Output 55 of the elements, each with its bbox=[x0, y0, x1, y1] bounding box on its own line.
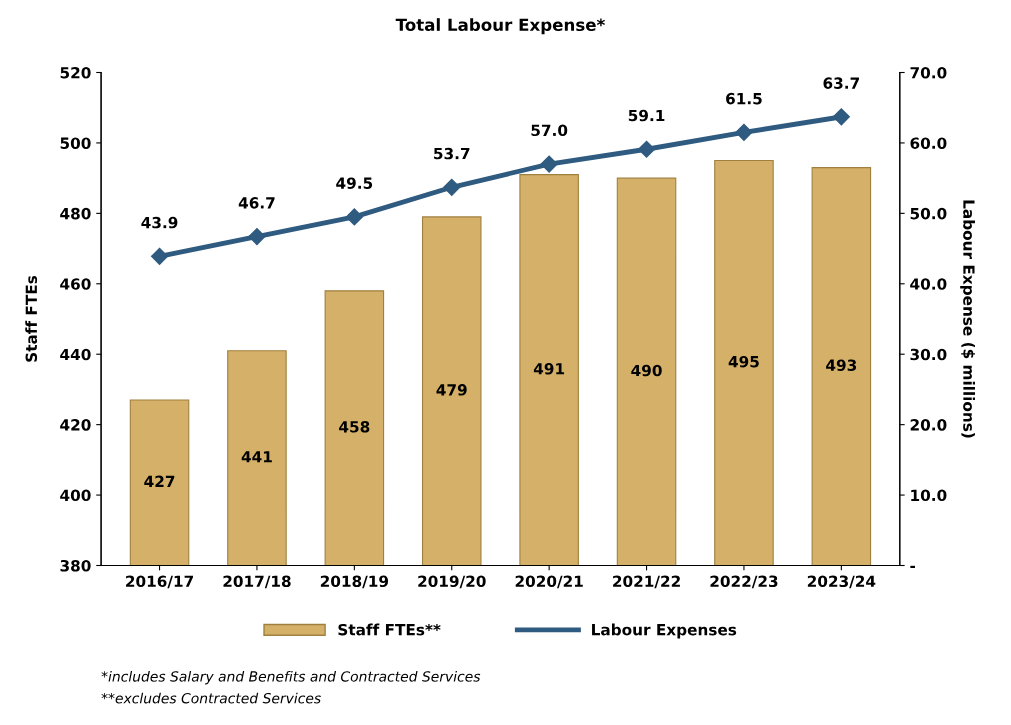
y-tick-label: 520 bbox=[60, 66, 91, 79]
data-label: 495 bbox=[728, 355, 759, 368]
x-tick-label: 2016/17 bbox=[126, 575, 194, 589]
x-tick-label: 2023/24 bbox=[807, 575, 876, 589]
x-tick-label: 2017/18 bbox=[223, 575, 291, 589]
x-tick-label: 2022/23 bbox=[710, 575, 778, 589]
y-tick-label: 380 bbox=[60, 559, 91, 572]
y2-tick-label: 50.0 bbox=[910, 207, 947, 220]
data-label: 427 bbox=[144, 475, 175, 487]
y-tick-label: 420 bbox=[60, 419, 91, 431]
x-tick-label: 2021/22 bbox=[613, 575, 680, 589]
point bbox=[832, 108, 850, 126]
y2-tick-label: 60.0 bbox=[910, 137, 947, 149]
legend-label: Staff FTEs** bbox=[338, 623, 441, 636]
y-axis-title: Staff FTEs bbox=[25, 275, 38, 362]
point bbox=[540, 155, 558, 173]
point bbox=[345, 208, 363, 226]
y-tick-label: 500 bbox=[60, 137, 91, 149]
y-tick-label: 480 bbox=[60, 207, 91, 220]
data-label: 63.7 bbox=[823, 77, 859, 89]
y2-axis-title: Labour Expense ($ millions) bbox=[960, 200, 975, 438]
y2-tick-label: 70.0 bbox=[910, 66, 947, 79]
data-label: 49.5 bbox=[336, 177, 373, 189]
y2-tick-label: 20.0 bbox=[910, 419, 947, 431]
point bbox=[735, 123, 753, 141]
point bbox=[637, 140, 656, 158]
text: *includes Salary and Benefits and Contracted Services bbox=[101, 670, 481, 685]
x-tick-label: 2018/19 bbox=[320, 575, 389, 589]
legend-label: Labour Expenses bbox=[592, 623, 737, 639]
data-label: 61.5 bbox=[726, 92, 762, 105]
y2-tick-label: 30.0 bbox=[910, 348, 947, 361]
y2-tick-label: 40.0 bbox=[910, 278, 947, 290]
data-label: 458 bbox=[339, 421, 370, 433]
data-label: 490 bbox=[631, 364, 662, 377]
data-label: 43.9 bbox=[141, 216, 178, 229]
data-label: 491 bbox=[533, 362, 565, 375]
data-label: 441 bbox=[241, 451, 272, 463]
y2-tick-label: 10.0 bbox=[911, 489, 947, 502]
y2-tick-label: - bbox=[910, 565, 916, 568]
point bbox=[150, 247, 169, 265]
y-tick-label: 400 bbox=[60, 489, 91, 502]
x-tick-label: 2019/20 bbox=[418, 575, 486, 589]
x-tick-label: 2020/21 bbox=[515, 575, 583, 589]
data-label: 493 bbox=[826, 359, 857, 371]
point bbox=[248, 228, 266, 246]
data-label: 479 bbox=[436, 384, 467, 396]
data-label: 46.7 bbox=[238, 197, 275, 209]
data-label: 57.0 bbox=[531, 124, 568, 137]
y-tick-label: 460 bbox=[60, 278, 91, 290]
data-label: 59.1 bbox=[628, 109, 665, 122]
data-label: 53.7 bbox=[434, 147, 470, 160]
chart-title: Total Labour Expense* bbox=[395, 18, 605, 35]
text: **excludes Contracted Services bbox=[101, 692, 321, 704]
y-tick-label: 440 bbox=[60, 348, 91, 361]
point bbox=[443, 178, 461, 196]
